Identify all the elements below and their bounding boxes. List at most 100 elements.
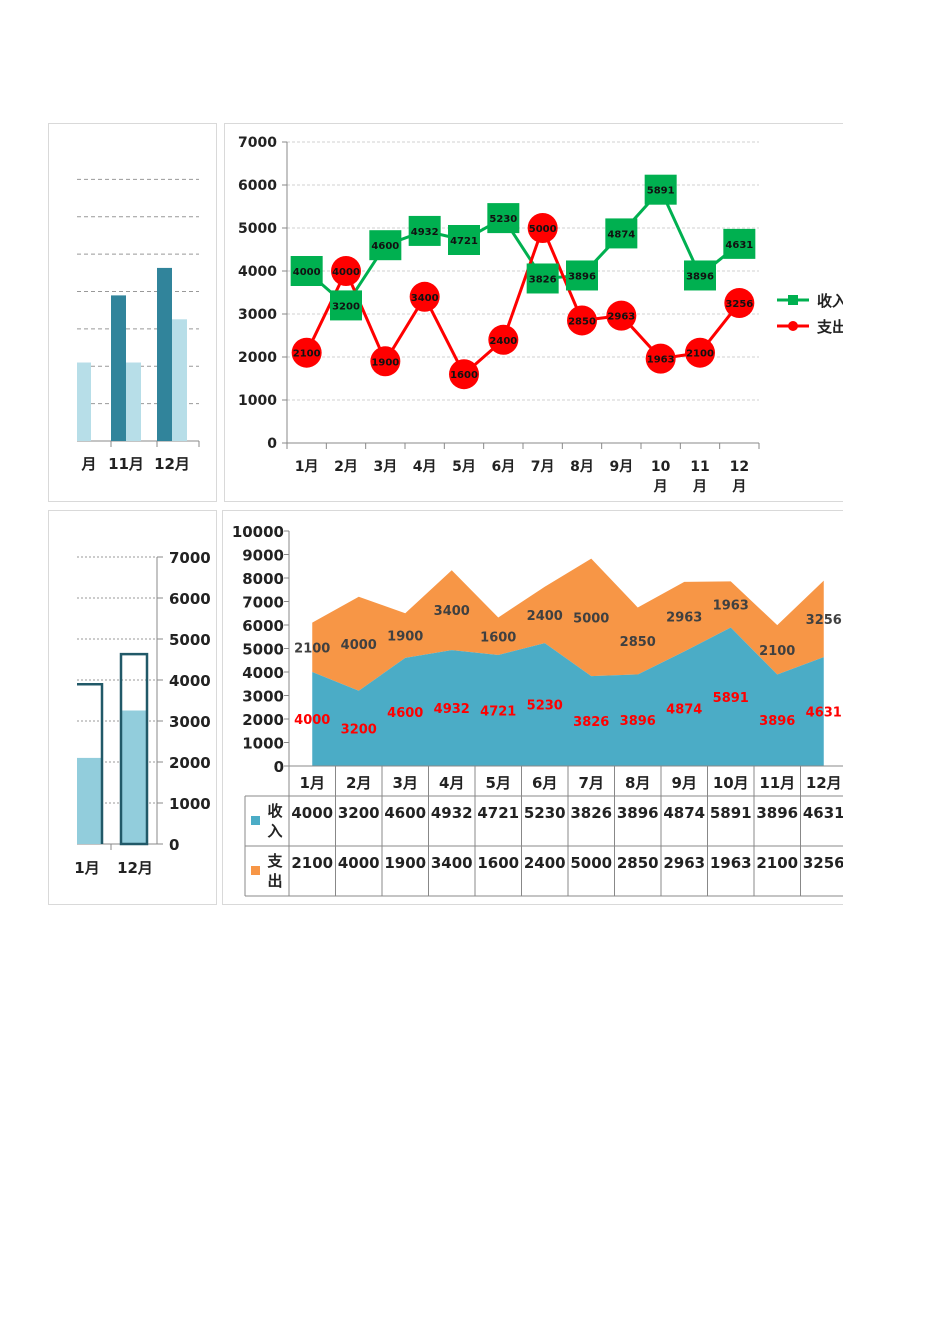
table-income-cell: 4874 (663, 804, 705, 822)
x-tick-label: 6月 (491, 459, 515, 475)
income-data-label: 4600 (371, 241, 399, 252)
table-header-cell: 3月 (393, 774, 418, 792)
income-data-label: 4874 (607, 229, 635, 240)
expense-data-label: 5000 (573, 611, 609, 626)
income-point (330, 290, 362, 321)
table-header-cell: 8月 (625, 774, 650, 792)
y-tick-label: 7000 (169, 549, 211, 567)
table-income-cell: 4000 (291, 804, 333, 822)
y-tick-label: 2000 (242, 711, 284, 729)
expense-data-label: 1900 (387, 630, 423, 645)
expense-data-label: 2963 (607, 312, 635, 323)
x-tick-label: 12月 (154, 455, 190, 473)
income-data-label: 3896 (620, 714, 656, 729)
expense-data-label: 2400 (489, 336, 517, 347)
x-tick-label: 4月 (413, 459, 437, 475)
income-data-label: 4631 (806, 706, 842, 721)
expense-point (606, 300, 637, 331)
legend-income-label: 收入 (817, 292, 843, 310)
y-tick-label: 3000 (238, 307, 277, 323)
expense-data-label: 2850 (568, 316, 596, 327)
income-data-label: 4000 (293, 267, 321, 278)
expense-bar (172, 319, 187, 441)
y-tick-label: 2000 (169, 754, 211, 772)
income-bar (157, 267, 172, 441)
bar-chart: 月 11月 12月 (77, 178, 200, 473)
table-income-cell: 4721 (477, 804, 519, 822)
table-header-cell: 12月 (806, 774, 842, 792)
table-income-cell: 5891 (710, 804, 752, 822)
line-chart-panel: 0 1000 2000 3000 4000 5000 6000 7000 1月 2月 3月 4月 5月 6… (224, 123, 843, 502)
income-data-label: 4932 (434, 702, 470, 717)
income-data-label: 3200 (332, 301, 360, 312)
table-income-cell: 4600 (384, 804, 426, 822)
expense-data-label: 3400 (434, 604, 470, 619)
expense-bar (126, 362, 141, 441)
y-tick-label: 10000 (232, 523, 284, 541)
table-row-header-expense-2: 出 (267, 872, 282, 890)
expense-point (724, 287, 755, 318)
income-point (448, 224, 480, 255)
income-data-label: 4874 (666, 703, 702, 718)
expense-point (685, 337, 715, 368)
y-tick-label: 4000 (242, 664, 284, 682)
x-tick-label: 3月 (373, 459, 397, 475)
expense-data-label: 3256 (725, 299, 753, 310)
expense-data-label: 4000 (332, 267, 360, 278)
legend-expense-label: 支出 (816, 318, 843, 336)
income-data-label: 3896 (686, 271, 714, 282)
table-header-cell: 6月 (532, 774, 557, 792)
expense-point (370, 346, 401, 377)
expense-bar-partial (77, 362, 91, 441)
income-outline-partial (77, 683, 104, 844)
income-data-label: 4000 (294, 713, 330, 728)
income-data-label: 4721 (480, 705, 516, 720)
y-tick-label: 6000 (238, 178, 277, 194)
y-tick-label: 0 (169, 836, 179, 854)
table-expense-cell: 1963 (710, 854, 752, 872)
y-tick-label: 5000 (169, 631, 211, 649)
table-header-cell: 4月 (439, 774, 464, 792)
income-point (526, 263, 559, 294)
income-data-label: 4631 (725, 240, 753, 251)
y-tick-label: 5000 (242, 641, 284, 659)
y-tick-label: 7000 (242, 594, 284, 612)
income-data-label: 3896 (759, 714, 795, 729)
table-income-cell: 3826 (570, 804, 612, 822)
expense-data-label: 1600 (450, 370, 478, 381)
income-point (723, 228, 756, 259)
expense-data-label: 1963 (647, 355, 675, 366)
expense-data-label: 2100 (759, 644, 795, 659)
income-data-label: 3200 (341, 722, 377, 737)
column-chart: 0 1000 2000 3000 4000 5000 6000 7000 1月 12月 (74, 549, 211, 877)
expense-data-label: 2100 (686, 349, 714, 360)
legend-income-marker (788, 295, 798, 305)
table-row-header-income-2: 入 (267, 822, 282, 840)
y-tick-label: 8000 (242, 570, 284, 588)
x-tick-label: 11 (690, 459, 709, 475)
income-point (369, 230, 402, 261)
x-tick-label: 8月 (570, 459, 594, 475)
expense-area (312, 558, 824, 691)
table-income-cell: 3896 (617, 804, 659, 822)
table-header-cell: 11月 (759, 774, 795, 792)
expense-data-label: 2400 (527, 609, 563, 624)
income-data-label: 5891 (713, 691, 749, 706)
income-data-label: 5891 (647, 186, 675, 197)
bar-chart-panel: 月 11月 12月 (48, 123, 217, 502)
page-canvas: 月 11月 12月 0 1000 2000 3000 4000 5000 6000 7000 1月 2… (48, 123, 843, 905)
table-header-cell: 9月 (672, 774, 697, 792)
table-expense-cell: 2100 (291, 854, 333, 872)
income-data-label: 4721 (450, 236, 478, 247)
expense-data-label: 3256 (806, 613, 842, 628)
expense-data-label: 1963 (713, 598, 749, 613)
y-tick-label: 6000 (169, 590, 211, 608)
y-tick-label: 0 (274, 758, 284, 776)
x-tick-label: 9月 (609, 459, 633, 475)
y-tick-label: 1000 (242, 735, 284, 753)
expense-point (527, 213, 558, 243)
income-point (566, 260, 598, 291)
table-header-cell: 7月 (579, 774, 604, 792)
expense-data-label: 2100 (294, 641, 330, 656)
income-data-label: 5230 (489, 214, 517, 225)
